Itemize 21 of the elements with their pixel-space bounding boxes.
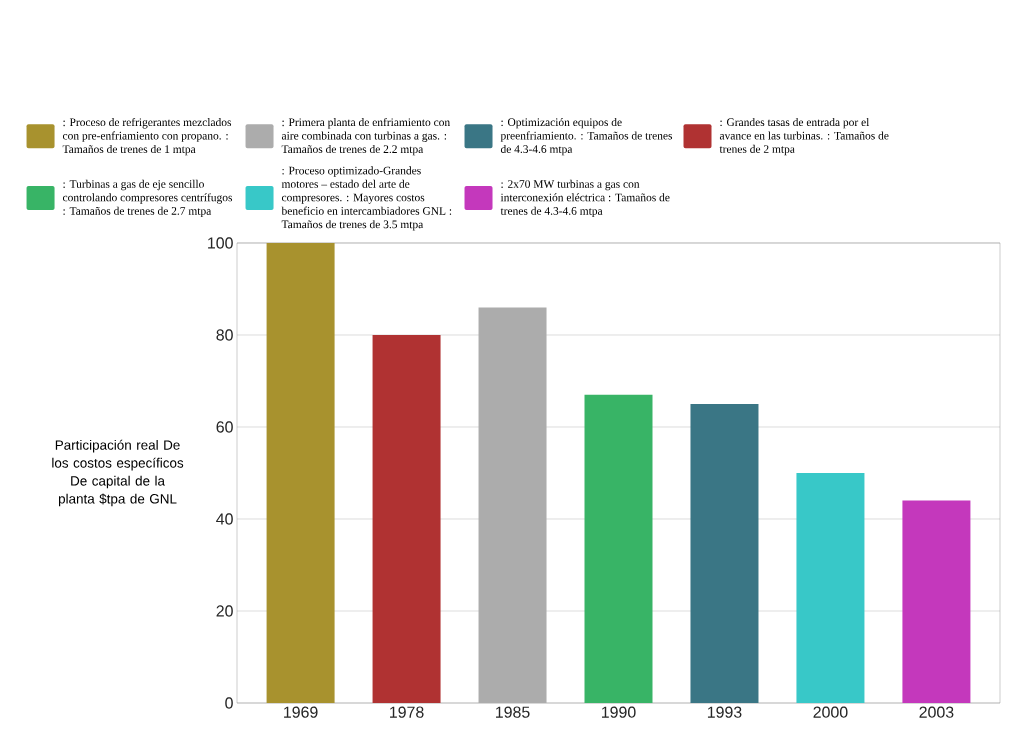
x-tick-label: 1990	[601, 706, 636, 718]
y-tick-label: 60	[216, 421, 233, 433]
x-tick-label: 1969	[284, 706, 318, 718]
y-axis-title: Participación real De los costos específicos De capital de la planta $tpa de GNL	[52, 439, 184, 507]
y-tick-label: 0	[225, 697, 233, 709]
legend-label: : 2x70 MW turbinas a gas con interconexión eléctrica : Tamaños de trenes de 4.3-4.6 mtpa	[500, 179, 670, 218]
legend-label: : Turbinas a gas de eje sencillo controlando compresores centrífugos : Tamaños de trenes de 2.7 mtpa	[62, 179, 233, 218]
y-tick-label: 80	[216, 329, 233, 341]
x-tick-label: 2003	[919, 706, 954, 718]
x-tick-label: 1985	[496, 706, 530, 718]
y-tick-label: 100	[208, 237, 233, 249]
legend-label: : Proceso optimizado-Grandes motores – estado del arte de compresores. : Mayores costos beneficio en intercambiadores GNL : Tamaños de trenes de 3.5 mtpa	[281, 166, 452, 231]
x-tick-label: 2000	[813, 706, 848, 718]
y-tick-label: 40	[216, 513, 233, 525]
y-tick-label: 20	[216, 605, 233, 617]
legend-label: : Proceso de refrigerantes mezclados con pre-enfriamiento con propano. : Tamaños de trenes de 1 mtpa	[62, 117, 232, 156]
x-tick-label: 1978	[390, 706, 424, 718]
legend-label: : Grandes tasas de entrada por el avance en las turbinas. : Tamaños de trenes de 2 mtpa	[719, 117, 889, 156]
x-tick-label: 1993	[707, 706, 742, 718]
legend-label: : Optimización equipos de preenfriamiento. : Tamaños de trenes de 4.3-4.6 mtpa	[500, 117, 673, 156]
legend-label: : Primera planta de enfriamiento con aire combinada con turbinas a gas. : Tamaños de trenes de 2.2 mtpa	[281, 117, 450, 156]
